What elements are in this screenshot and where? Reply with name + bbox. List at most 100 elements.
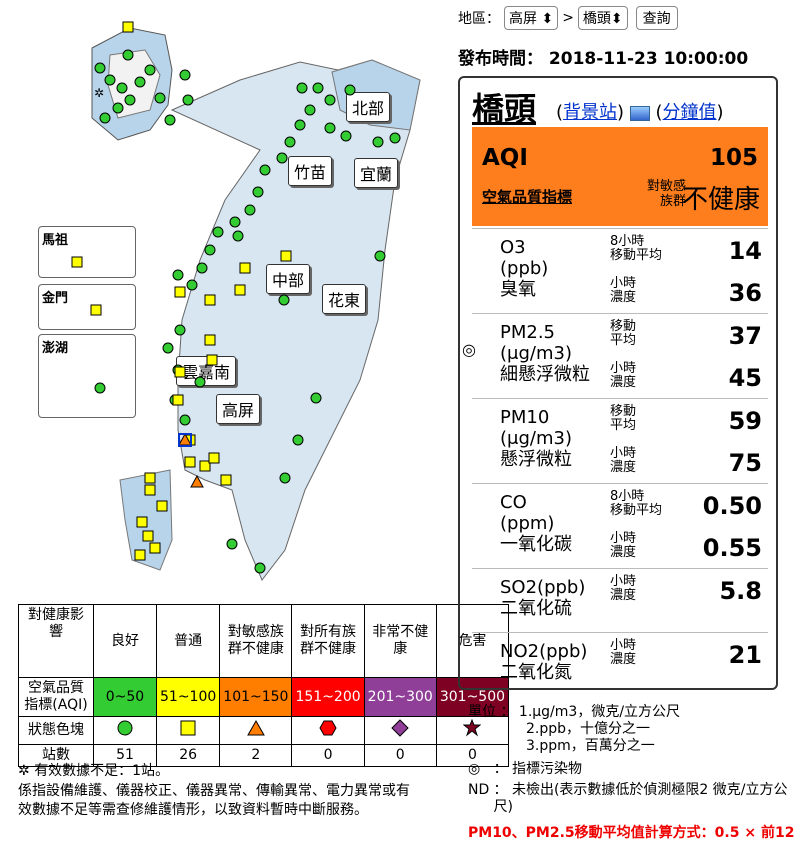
station-marker-good[interactable] bbox=[194, 376, 206, 388]
station-panel: 橋頭 (背景站) (分鐘值) AQI 105 空氣品質指標 對敏感 族群 不健康 … bbox=[458, 76, 778, 690]
station-marker-good[interactable] bbox=[279, 472, 291, 484]
station-marker-good[interactable] bbox=[186, 279, 198, 291]
station-marker-moderate[interactable] bbox=[184, 456, 196, 468]
station-marker-moderate[interactable] bbox=[144, 484, 156, 496]
station-marker-moderate[interactable] bbox=[71, 256, 83, 268]
station-marker-good[interactable] bbox=[182, 94, 194, 106]
station-marker-sensitive[interactable] bbox=[190, 474, 204, 488]
station-marker-moderate[interactable] bbox=[239, 262, 251, 274]
publish-time: 發布時間： 2018-11-23 10:00:00 bbox=[458, 49, 749, 69]
station-marker-good[interactable] bbox=[389, 132, 401, 144]
station-marker-moderate[interactable] bbox=[206, 354, 218, 366]
station-marker-good[interactable] bbox=[124, 94, 136, 106]
station-marker-moderate[interactable] bbox=[136, 516, 148, 528]
station-marker-good[interactable] bbox=[134, 76, 146, 88]
station-marker-good[interactable] bbox=[244, 204, 256, 216]
station-marker-moderate[interactable] bbox=[90, 304, 102, 316]
station-marker-moderate[interactable] bbox=[204, 334, 216, 346]
station-marker-good[interactable] bbox=[154, 92, 166, 104]
pollutant-name: SO2(ppb) 二氧化硫 bbox=[500, 577, 586, 619]
station-marker-good[interactable] bbox=[254, 562, 266, 574]
region-zhumiao[interactable]: 竹苗 bbox=[288, 156, 333, 186]
station-marker-moderate[interactable] bbox=[174, 366, 186, 378]
pollutant-metric-label: 移動 平均 bbox=[610, 319, 637, 348]
station-marker-good[interactable] bbox=[104, 74, 116, 86]
station-marker-good[interactable] bbox=[278, 294, 290, 306]
legend-moderate: 普通 bbox=[155, 604, 221, 678]
minute-value-link[interactable]: 分鐘值 bbox=[662, 102, 717, 123]
station-marker-moderate[interactable] bbox=[156, 500, 168, 512]
inset-penghu[interactable]: 澎湖 bbox=[38, 334, 136, 418]
station-marker-good[interactable] bbox=[232, 230, 244, 242]
station-marker-moderate[interactable] bbox=[122, 21, 134, 33]
chart-icon[interactable] bbox=[629, 105, 650, 121]
pollutant-metric-label: 8小時 移動平均 bbox=[610, 489, 663, 518]
station-marker-good[interactable] bbox=[296, 82, 308, 94]
station-marker-good[interactable] bbox=[259, 164, 271, 176]
station-marker-good[interactable] bbox=[196, 262, 208, 274]
station-marker-moderate[interactable] bbox=[149, 542, 161, 554]
station-marker-good[interactable] bbox=[324, 122, 336, 134]
pollutant-value: 5.8 bbox=[719, 577, 762, 605]
inset-matsu[interactable]: 馬祖 bbox=[38, 226, 136, 278]
pollutant-metric-label: 小時 濃度 bbox=[610, 361, 637, 390]
station-marker-good[interactable] bbox=[162, 342, 174, 354]
station-type-link[interactable]: 背景站 bbox=[563, 102, 618, 123]
inset-kinmen[interactable]: 金門 bbox=[38, 284, 136, 330]
station-marker-good[interactable] bbox=[116, 82, 128, 94]
region-yilan[interactable]: 宜蘭 bbox=[354, 158, 399, 188]
station-marker-good[interactable] bbox=[204, 244, 216, 256]
station-marker-good[interactable] bbox=[212, 226, 224, 238]
station-marker-moderate[interactable] bbox=[234, 284, 246, 296]
aqi-sub-link[interactable]: 空氣品質指標 bbox=[482, 188, 573, 206]
station-marker-moderate[interactable] bbox=[134, 549, 146, 561]
station-marker-moderate[interactable] bbox=[144, 472, 156, 484]
station-marker-good[interactable] bbox=[372, 136, 384, 148]
station-marker-good[interactable] bbox=[292, 434, 304, 446]
county-select[interactable]: 高屏 ⬍ bbox=[504, 6, 559, 30]
station-marker-moderate[interactable] bbox=[174, 286, 186, 298]
pollutant-row: SO2(ppb) 二氧化硫 小時 濃度 5.8 bbox=[472, 568, 768, 633]
pollutant-metric-label: 小時 濃度 bbox=[610, 276, 637, 305]
station-marker-good[interactable] bbox=[144, 64, 156, 76]
station-marker-good[interactable] bbox=[174, 324, 186, 336]
region-north[interactable]: 北部 bbox=[346, 92, 391, 122]
station-marker-good[interactable] bbox=[304, 104, 316, 116]
station-marker-good[interactable] bbox=[94, 382, 106, 394]
station-marker-good[interactable] bbox=[99, 112, 111, 124]
station-marker-good[interactable] bbox=[340, 130, 352, 142]
station-marker-good[interactable] bbox=[172, 269, 184, 281]
station-marker-good[interactable] bbox=[226, 538, 238, 550]
station-marker-good[interactable] bbox=[252, 186, 264, 198]
station-marker-good[interactable] bbox=[112, 102, 124, 114]
station-marker-good[interactable] bbox=[294, 119, 306, 131]
station-marker-good[interactable] bbox=[374, 250, 386, 262]
station-marker-good[interactable] bbox=[94, 62, 106, 74]
region-yunjianan[interactable]: 雲嘉南 bbox=[176, 356, 237, 386]
station-marker-good[interactable] bbox=[324, 94, 336, 106]
region-gaoping[interactable]: 高屏 bbox=[216, 394, 261, 424]
station-marker-moderate[interactable] bbox=[204, 294, 216, 306]
station-marker-good[interactable] bbox=[284, 136, 296, 148]
station-select[interactable]: 橋頭⬍ bbox=[577, 6, 628, 30]
station-marker-good[interactable] bbox=[164, 114, 176, 126]
station-marker-moderate[interactable] bbox=[280, 250, 292, 262]
station-marker-moderate[interactable] bbox=[208, 452, 220, 464]
station-marker-good[interactable] bbox=[344, 84, 356, 96]
pollutant-metric-label: 移動 平均 bbox=[610, 404, 637, 433]
station-marker-good[interactable] bbox=[312, 82, 324, 94]
region-central[interactable]: 中部 bbox=[266, 264, 311, 294]
station-marker-good[interactable] bbox=[179, 414, 191, 426]
station-marker-moderate[interactable] bbox=[199, 460, 211, 472]
query-button[interactable]: 查詢 bbox=[635, 6, 678, 30]
station-marker-moderate[interactable] bbox=[172, 394, 184, 406]
maintenance-marker-icon[interactable]: ✲ bbox=[94, 86, 104, 100]
region-huadong[interactable]: 花東 bbox=[322, 284, 367, 314]
station-marker-good[interactable] bbox=[276, 152, 288, 164]
station-marker-good[interactable] bbox=[310, 392, 322, 404]
station-marker-good[interactable] bbox=[179, 69, 191, 81]
station-marker-moderate[interactable] bbox=[220, 474, 232, 486]
station-marker-moderate[interactable] bbox=[142, 530, 154, 542]
station-marker-good[interactable] bbox=[229, 216, 241, 228]
station-marker-good[interactable] bbox=[122, 49, 134, 61]
